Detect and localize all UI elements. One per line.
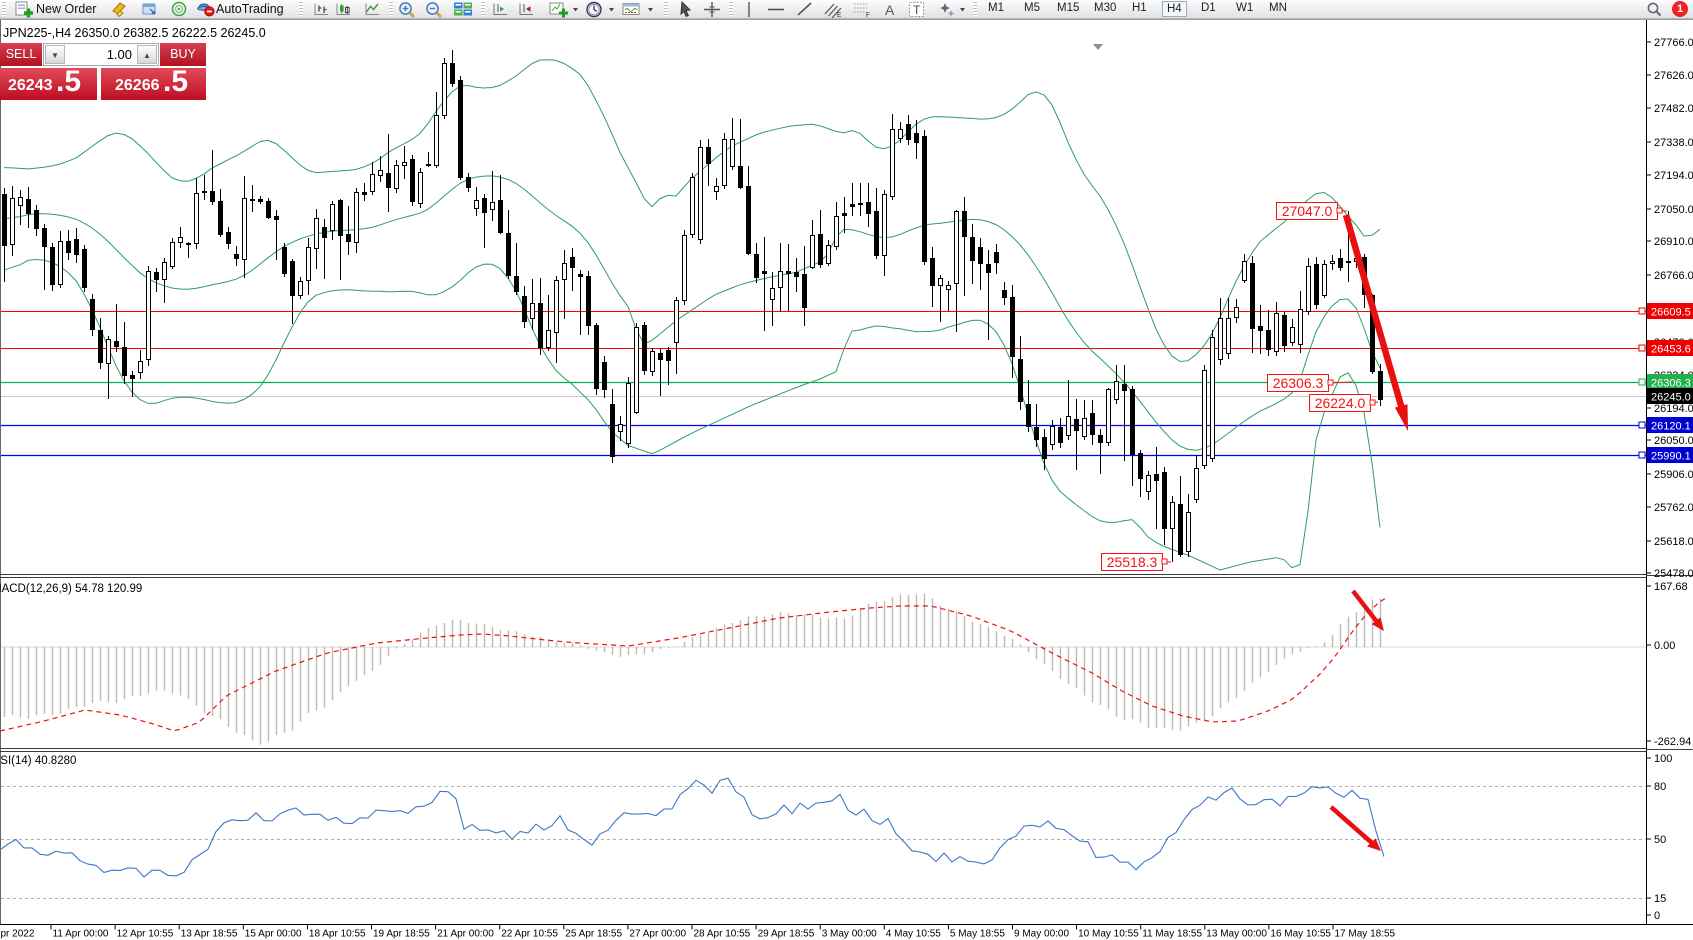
svg-text:26306.3: 26306.3 <box>1273 375 1324 391</box>
svg-text:0: 0 <box>1654 910 1660 922</box>
svg-text:27766.0: 27766.0 <box>1654 37 1693 49</box>
svg-text:26453.6: 26453.6 <box>1651 344 1691 356</box>
svg-text:26306.3: 26306.3 <box>1651 378 1691 390</box>
svg-text:28 Apr 10:55: 28 Apr 10:55 <box>694 929 751 940</box>
svg-text:25990.1: 25990.1 <box>1651 451 1691 463</box>
svg-text:0.00: 0.00 <box>1654 640 1675 652</box>
svg-text:26224.0: 26224.0 <box>1315 395 1366 411</box>
svg-text:16 May 10:55: 16 May 10:55 <box>1270 929 1331 940</box>
svg-text:12 Apr 10:55: 12 Apr 10:55 <box>117 929 174 940</box>
svg-text:A: A <box>885 2 895 18</box>
svg-text:MACD(12,26,9) 54.78 120.99: MACD(12,26,9) 54.78 120.99 <box>0 583 142 595</box>
svg-text:26120.1: 26120.1 <box>1651 421 1691 433</box>
svg-text:26245.0: 26245.0 <box>1651 392 1691 404</box>
svg-text:26910.0: 26910.0 <box>1654 236 1693 248</box>
svg-text:26194.0: 26194.0 <box>1654 403 1693 415</box>
svg-text:25618.0: 25618.0 <box>1654 536 1693 548</box>
svg-text:13 Apr 18:55: 13 Apr 18:55 <box>181 929 238 940</box>
svg-text:11 Apr 00:00: 11 Apr 00:00 <box>53 929 109 940</box>
svg-text:27047.0: 27047.0 <box>1282 203 1333 219</box>
svg-text:25762.0: 25762.0 <box>1654 502 1693 514</box>
svg-text:27194.0: 27194.0 <box>1654 170 1693 182</box>
svg-text:E: E <box>837 12 842 18</box>
svg-text:15 Apr 00:00: 15 Apr 00:00 <box>245 929 302 940</box>
svg-text:11 May 18:55: 11 May 18:55 <box>1142 929 1202 940</box>
svg-text:13 May 00:00: 13 May 00:00 <box>1206 929 1267 940</box>
svg-text:15: 15 <box>1654 893 1666 905</box>
svg-text:18 Apr 10:55: 18 Apr 10:55 <box>309 929 366 940</box>
svg-text:80: 80 <box>1654 781 1666 793</box>
svg-text:JPN225-,H4 26350.0 26382.5 26: JPN225-,H4 26350.0 26382.5 26222.5 26245… <box>3 26 266 40</box>
svg-text:27626.0: 27626.0 <box>1654 70 1693 82</box>
svg-text:19 Apr 18:55: 19 Apr 18:55 <box>373 929 430 940</box>
svg-text:T: T <box>913 3 921 17</box>
svg-text:21 Apr 00:00: 21 Apr 00:00 <box>437 929 494 940</box>
svg-text:10 May 10:55: 10 May 10:55 <box>1078 929 1139 940</box>
svg-text:26609.5: 26609.5 <box>1651 307 1691 319</box>
svg-text:9 May 00:00: 9 May 00:00 <box>1014 929 1069 940</box>
svg-text:RSI(14) 40.8280: RSI(14) 40.8280 <box>0 755 76 767</box>
svg-text:29 Apr 18:55: 29 Apr 18:55 <box>758 929 815 940</box>
svg-text:100: 100 <box>1654 753 1672 765</box>
svg-text:25906.0: 25906.0 <box>1654 469 1693 481</box>
svg-text:5 May 18:55: 5 May 18:55 <box>950 929 1005 940</box>
svg-text:27 Apr 00:00: 27 Apr 00:00 <box>629 929 686 940</box>
svg-text:F: F <box>866 12 870 18</box>
svg-text:25 Apr 18:55: 25 Apr 18:55 <box>565 929 622 940</box>
svg-text:-262.94: -262.94 <box>1654 736 1691 748</box>
svg-text:17 May 18:55: 17 May 18:55 <box>1335 929 1396 940</box>
svg-text:4 May 10:55: 4 May 10:55 <box>886 929 941 940</box>
svg-text:25478.0: 25478.0 <box>1654 568 1693 580</box>
svg-text:27338.0: 27338.0 <box>1654 137 1693 149</box>
svg-text:26766.0: 26766.0 <box>1654 270 1693 282</box>
svg-text:22 Apr 10:55: 22 Apr 10:55 <box>501 929 558 940</box>
svg-text:25518.3: 25518.3 <box>1107 554 1158 570</box>
svg-text:50: 50 <box>1654 834 1666 846</box>
svg-text:27050.0: 27050.0 <box>1654 204 1693 216</box>
svg-text:pr 2022: pr 2022 <box>1 929 35 940</box>
svg-text:167.68: 167.68 <box>1654 581 1688 593</box>
svg-text:27482.0: 27482.0 <box>1654 103 1693 115</box>
svg-text:26050.0: 26050.0 <box>1654 435 1693 447</box>
svg-text:3 May 00:00: 3 May 00:00 <box>822 929 877 940</box>
